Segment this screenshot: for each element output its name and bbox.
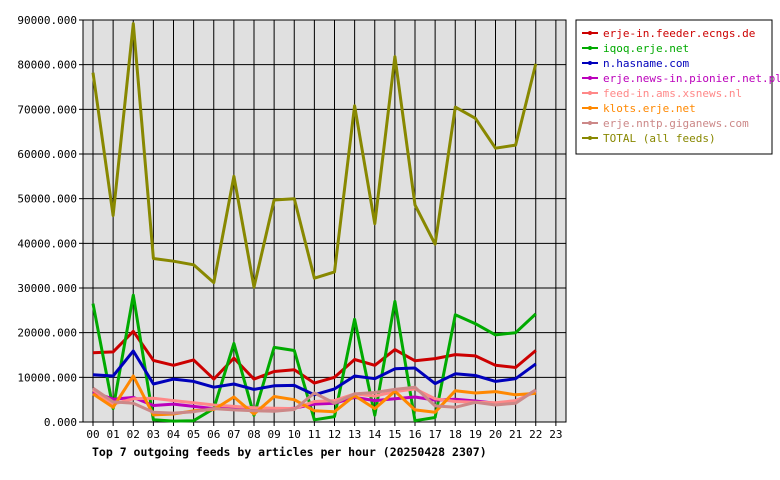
plot-background [82, 19, 567, 423]
legend-label: TOTAL (all feeds) [603, 132, 716, 145]
series-line-3 [92, 388, 537, 411]
legend-label: erje.news-in.pionier.net.pl [603, 72, 780, 85]
y-tick-label: 0.000 [44, 416, 77, 429]
x-tick-label: 14 [368, 428, 382, 441]
series-line-7 [91, 22, 538, 289]
series-line-0 [92, 329, 537, 385]
y-tick-label: 80000.000 [17, 59, 77, 72]
legend: erje-in.feeder.ecngs.de iqoq.erje.net n.ha… [575, 19, 780, 155]
y-tick-label: 10000.000 [17, 371, 77, 384]
x-tick-label: 19 [469, 428, 482, 441]
legend-marker [588, 46, 592, 50]
legend-label: erje.nntp.giganews.com [603, 117, 749, 130]
legend-box [575, 19, 773, 155]
series-lines [91, 22, 538, 423]
x-tick-label: 23 [549, 428, 562, 441]
x-tick-label: 08 [247, 428, 260, 441]
x-tick-label: 16 [408, 428, 421, 441]
x-tick-label: 21 [509, 428, 522, 441]
legend-label: n.hasname.com [603, 57, 689, 70]
legend-label: klots.erje.net [603, 102, 696, 115]
x-axis-ticks: 00 01 02 03 04 05 06 07 08 09 10 11 12 13 14 15 16 17 18 19… [86, 422, 563, 441]
x-tick-label: 17 [429, 428, 442, 441]
legend-marker [588, 76, 592, 80]
x-tick-label: 12 [328, 428, 341, 441]
x-tick-label: 07 [227, 428, 240, 441]
legend-marker [588, 121, 592, 125]
legend-marker [588, 61, 592, 65]
y-tick-label: 70000.000 [17, 103, 77, 116]
legend-label: erje-in.feeder.ecngs.de [603, 27, 755, 40]
x-tick-label: 01 [107, 428, 120, 441]
series-line-6 [92, 385, 537, 415]
y-tick-label: 30000.000 [17, 282, 77, 295]
x-tick-label: 04 [167, 428, 181, 441]
x-tick-label: 00 [86, 428, 99, 441]
y-tick-label: 90000.000 [17, 14, 77, 27]
x-tick-label: 05 [187, 428, 200, 441]
x-tick-label: 20 [489, 428, 502, 441]
x-tick-label: 09 [268, 428, 281, 441]
x-tick-label: 22 [529, 428, 542, 441]
y-tick-label: 40000.000 [17, 237, 77, 250]
x-tick-label: 18 [449, 428, 462, 441]
series-line-4 [92, 387, 537, 411]
legend-marker [588, 91, 592, 95]
series-line-1 [91, 293, 537, 423]
legend-marker [588, 106, 592, 110]
x-tick-label: 11 [308, 428, 321, 441]
y-axis-ticks: 0.000 10000.000 20000.000 30000.000 40000.00… [17, 14, 83, 429]
x-tick-label: 03 [147, 428, 160, 441]
x-tick-label: 02 [127, 428, 140, 441]
y-tick-label: 60000.000 [17, 148, 77, 161]
y-tick-label: 50000.000 [17, 193, 77, 206]
x-tick-label: 13 [348, 428, 361, 441]
x-tick-label: 15 [388, 428, 401, 441]
legend-marker [588, 136, 592, 140]
y-tick-label: 20000.000 [17, 327, 77, 340]
x-tick-label: 10 [288, 428, 301, 441]
legend-label: feed-in.ams.xsnews.nl [603, 87, 742, 100]
chart-title: Top 7 outgoing feeds by articles per hou… [92, 445, 487, 459]
legend-marker [588, 31, 592, 35]
x-tick-label: 06 [207, 428, 220, 441]
legend-label: iqoq.erje.net [603, 42, 689, 55]
